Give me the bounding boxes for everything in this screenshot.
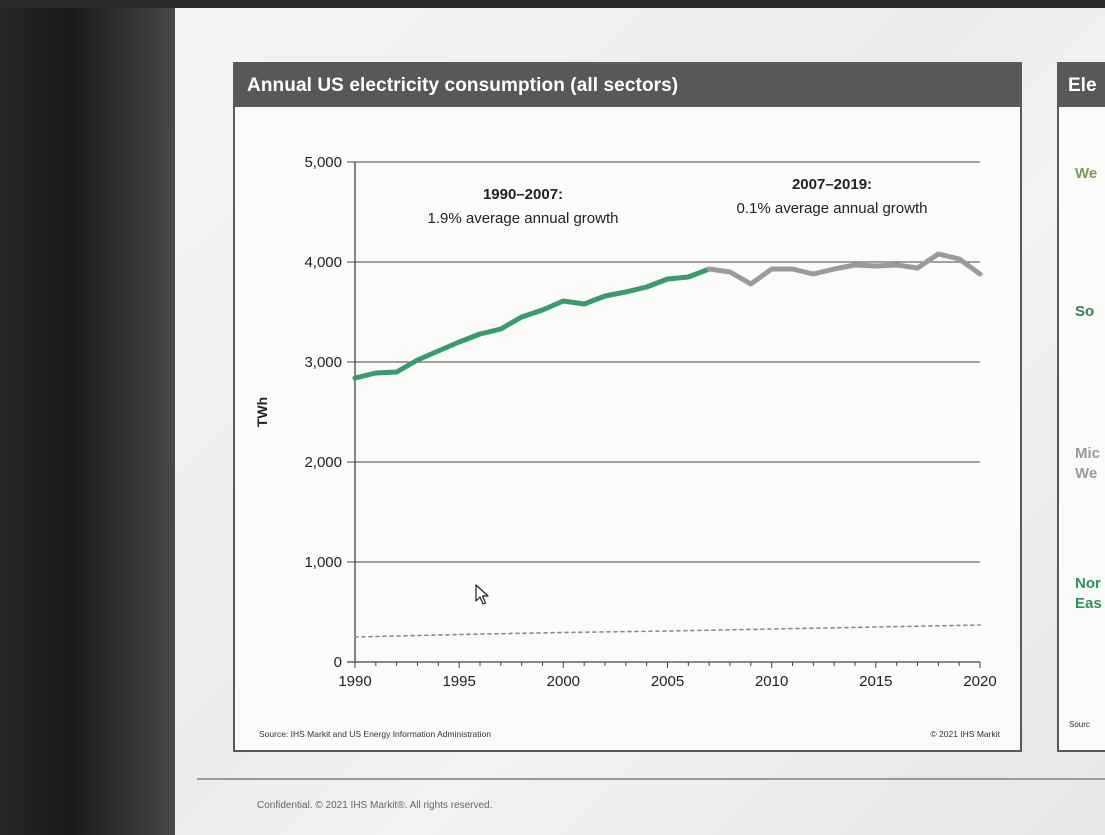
series-line-2 [956,256,983,277]
footer-confidential: Confidential. © 2021 IHS Markit®. All ri… [257,800,493,811]
region-label: Mic We [1075,445,1101,482]
mouse-pointer-icon [475,584,489,605]
region-label: Nor Eas [1075,575,1102,612]
y-tick-label: 5,000 [304,154,342,171]
series-line-1 [706,251,962,287]
y-tick-label: 4,000 [304,254,342,271]
chart-source: Source: IHS Markit and US Energy Informa… [259,729,491,739]
chart-title: Annual US electricity consumption (all s… [247,75,679,96]
chart-panel: Annual US electricity consumption (all s… [233,62,1022,752]
side-panel-source: Sourc [1069,720,1090,729]
region-label: So [1075,303,1095,320]
panel-title-bar: Annual US electricity consumption (all s… [235,64,1020,107]
annotation-title: 2007–2019: [792,176,872,193]
footer-divider [197,778,1105,780]
side-panel: Ele We So Mic We Nor Eas Sourc [1057,62,1105,752]
x-tick-label: 1995 [442,673,475,690]
monitor-bezel-top [0,0,1105,8]
annotation-text: 1.9% average annual growth [428,210,619,227]
y-tick-label: 1,000 [304,554,342,571]
x-tick-label: 2000 [547,673,580,690]
annotation-title: 1990–2007: [483,186,563,203]
side-panel-title: Ele [1068,75,1097,96]
y-tick-label: 3,000 [304,354,342,371]
monitor-bezel [0,0,175,835]
y-axis-label: TWh [254,397,270,427]
slide-screen: Annual US electricity consumption (all s… [175,8,1105,835]
series-line-0 [352,266,712,381]
x-tick-label: 1990 [338,673,371,690]
region-label: We [1075,165,1098,182]
x-tick-label: 2010 [755,673,788,690]
x-tick-label: 2005 [651,673,684,690]
series-line-3 [354,624,981,638]
y-tick-label: 0 [334,654,342,671]
side-panel-title-bar: Ele [1059,64,1105,107]
line-chart: 0 1,000 2,000 3,000 4,000 5,000 1990 1995 2000 20… [254,154,1001,739]
annotation-text: 0.1% average annual growth [737,200,928,217]
chart-copyright: © 2021 IHS Markit [930,729,1000,739]
x-tick-label: 2015 [859,673,892,690]
y-tick-label: 2,000 [304,454,342,471]
x-tick-label: 2020 [963,673,996,690]
